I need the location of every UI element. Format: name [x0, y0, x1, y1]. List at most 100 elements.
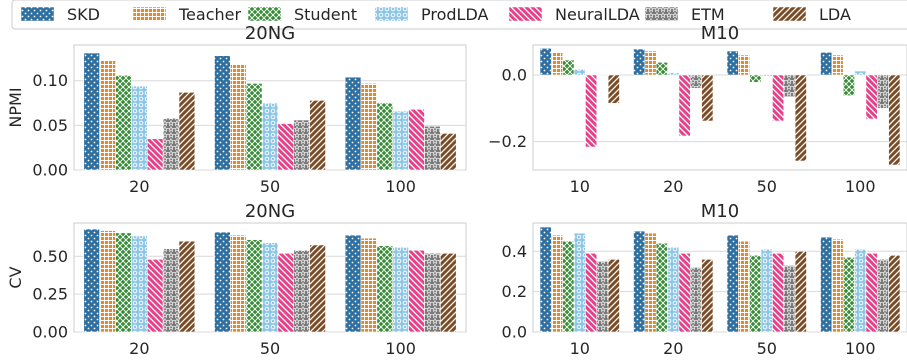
legend-label-skd: SKD	[67, 5, 100, 24]
bar-etm-50	[783, 74, 796, 97]
bar-teacher-50	[230, 63, 247, 171]
bar-lda-100	[440, 133, 457, 171]
bar-neurallda-100	[865, 74, 878, 120]
bar-lda-100	[440, 252, 457, 333]
bar-prodlda-20	[667, 72, 680, 76]
bar-etm-50	[293, 249, 310, 333]
legend-item-teacher: Teacher	[132, 5, 241, 24]
bar-neurallda-20	[146, 138, 164, 171]
x-tick-label: 50	[260, 339, 280, 358]
bar-lda-100	[888, 254, 901, 333]
legend-swatch-lda	[772, 6, 807, 22]
bar-skd-10	[539, 48, 552, 76]
bar-student-100	[842, 74, 855, 96]
legend-item-lda: LDA	[772, 5, 851, 24]
bar-prodlda-100	[854, 248, 867, 333]
legend-swatch-neurallda	[508, 6, 543, 22]
x-tick-label: 20	[663, 339, 683, 358]
legend-item-skd: SKD	[20, 5, 100, 24]
bar-etm-20	[162, 117, 180, 171]
bar-lda-100	[888, 74, 901, 166]
bar-student-20	[655, 242, 668, 333]
x-tick-label: 100	[845, 177, 876, 196]
bar-teacher-10	[551, 234, 564, 333]
bar-neurallda-10	[585, 74, 598, 148]
legend-label-etm: ETM	[691, 5, 725, 24]
bar-skd-100	[820, 52, 833, 76]
legend-swatch-etm	[644, 6, 679, 22]
y-tick-label: 0.10	[32, 71, 68, 90]
bar-etm-50	[783, 265, 796, 333]
legend-swatch-student	[247, 6, 282, 22]
bar-etm-100	[876, 259, 889, 333]
x-tick-label: 10	[570, 339, 590, 358]
bar-prodlda-100	[392, 110, 409, 171]
bar-prodlda-10	[573, 232, 586, 333]
bar-prodlda-100	[854, 70, 867, 76]
bar-prodlda-20	[131, 85, 148, 171]
legend-item-etm: ETM	[644, 5, 725, 24]
bar-teacher-20	[644, 232, 657, 333]
bar-student-20	[655, 62, 668, 76]
charts: 0.00 0.05 0.10 20 50 100 20NG NPMI 0.0 −0.2 10 20 50…	[6, 23, 907, 358]
bar-teacher-100	[831, 54, 844, 76]
x-tick-label: 20	[663, 177, 683, 196]
bar-teacher-100	[360, 237, 378, 333]
bar-etm-100	[424, 252, 441, 333]
x-tick-label: 50	[260, 177, 280, 196]
bar-skd-50	[726, 50, 739, 76]
bar-prodlda-20	[667, 246, 680, 333]
bar-neurallda-50	[277, 252, 295, 333]
x-tick-label: 100	[845, 339, 876, 358]
legend-item-prodlda: ProdLDA	[374, 5, 488, 24]
y-tick-label: 0.00	[32, 161, 68, 180]
x-tick-label: 20	[129, 177, 149, 196]
bar-lda-20	[701, 259, 714, 333]
chart-panel-3: 0.00 0.25 0.50 20 50 100 20NG CV	[6, 201, 467, 358]
bar-skd-10	[539, 226, 552, 333]
bar-teacher-50	[738, 54, 751, 76]
bar-student-50	[245, 239, 263, 333]
chart-title: M10	[701, 201, 739, 222]
bar-student-20	[115, 75, 132, 171]
bar-skd-100	[344, 234, 362, 333]
chart-title: 20NG	[245, 201, 295, 222]
chart-title: M10	[701, 23, 739, 44]
bar-student-50	[749, 74, 762, 83]
legend-label-prodlda: ProdLDA	[421, 5, 488, 24]
legend-swatch-skd	[20, 6, 55, 22]
bar-neurallda-50	[277, 123, 295, 171]
bar-neurallda-10	[585, 252, 598, 333]
bar-neurallda-20	[678, 252, 691, 333]
legend: SKD Teacher Student ProdLDA NeuralLDA ETM LDA	[11, 0, 907, 30]
bar-prodlda-50	[760, 248, 773, 333]
x-tick-label: 100	[385, 177, 416, 196]
bar-neurallda-20	[678, 74, 691, 137]
bar-prodlda-100	[392, 246, 409, 333]
bar-neurallda-20	[146, 259, 164, 333]
bar-lda-10	[607, 259, 620, 333]
legend-swatch-prodlda	[374, 6, 409, 22]
bar-skd-100	[344, 76, 362, 171]
bar-skd-100	[820, 236, 833, 333]
legend-frame	[11, 0, 907, 30]
legend-item-neurallda: NeuralLDA	[508, 5, 640, 24]
bar-prodlda-20	[131, 235, 148, 333]
bar-teacher-10	[551, 51, 564, 76]
bar-skd-50	[726, 234, 739, 333]
bar-etm-20	[689, 267, 702, 333]
bar-skd-20	[633, 48, 646, 76]
bar-student-100	[376, 102, 394, 171]
chart-panel-4: 0.0 0.2 0.4 10 20 50 100 M10	[502, 201, 907, 358]
plot-frame	[532, 44, 907, 171]
y-tick-label: 0.0	[502, 323, 527, 342]
bar-student-50	[749, 254, 762, 333]
bar-etm-10	[596, 74, 609, 76]
bar-lda-50	[794, 250, 807, 333]
bar-neurallda-50	[772, 74, 785, 122]
bar-neurallda-100	[865, 252, 878, 333]
bar-prodlda-50	[261, 242, 279, 333]
bar-lda-20	[178, 92, 196, 171]
bar-student-100	[842, 257, 855, 333]
